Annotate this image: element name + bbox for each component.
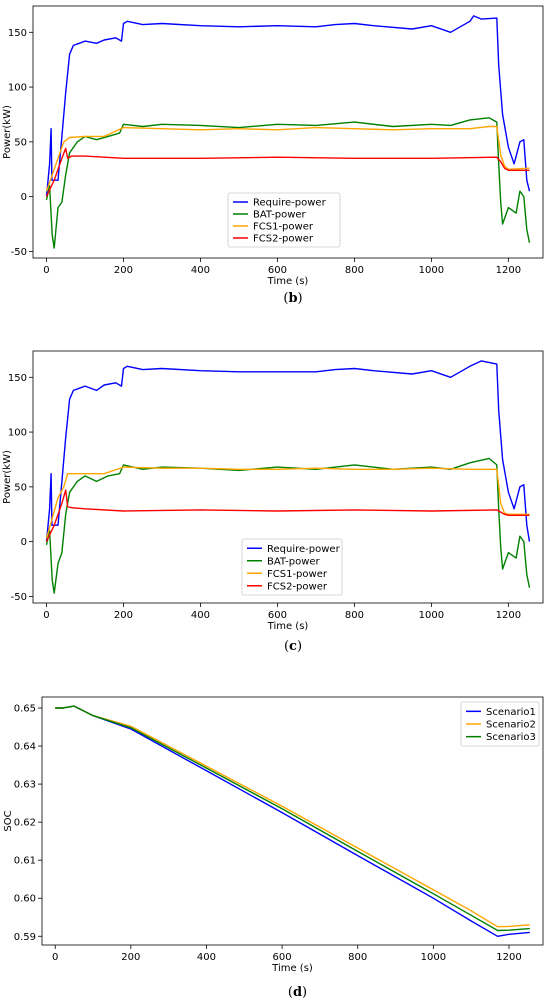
x-tick-label: 400	[191, 265, 210, 276]
y-tick-label: 150	[8, 28, 27, 39]
x-axis-label: Time (s)	[271, 963, 313, 974]
series-line-fcs1-power	[45, 466, 530, 539]
x-tick-label: 800	[345, 610, 364, 621]
y-tick-label: 0.60	[14, 894, 36, 905]
x-tick-label: 0	[52, 952, 58, 963]
legend-entry: Scenario1	[486, 707, 536, 718]
x-tick-label: 600	[268, 265, 287, 276]
series-line-fcs2-power	[45, 489, 530, 542]
series-group	[55, 705, 530, 937]
legend-entry: BAT-power	[267, 556, 321, 567]
legend-entry: Require-power	[253, 198, 327, 209]
x-tick-label: 400	[191, 610, 210, 621]
x-tick-label: 600	[273, 952, 292, 963]
figure-caption: (c)	[284, 639, 302, 654]
legend-entry: BAT-power	[253, 210, 307, 221]
y-tick-label: 0.63	[14, 780, 36, 791]
series-line-scenario3	[55, 705, 530, 932]
legend-entry: FCS1-power	[253, 222, 314, 233]
y-axis-label: Power(kW)	[2, 450, 13, 504]
x-tick-label: 200	[114, 610, 133, 621]
legend-entry: FCS2-power	[253, 234, 314, 245]
legend-entry: Scenario3	[486, 732, 536, 743]
y-tick-label: 50	[14, 482, 27, 493]
legend-entry: Scenario2	[486, 720, 536, 731]
y-tick-label: 50	[14, 137, 27, 148]
series-line-scenario1	[55, 705, 530, 937]
legend-entry: Require-power	[267, 544, 341, 555]
x-axis-label: Time (s)	[267, 621, 309, 632]
y-axis-label: SOC	[3, 810, 14, 831]
x-tick-label: 800	[345, 265, 364, 276]
x-axis-label: Time (s)	[267, 276, 309, 287]
x-tick-label: 600	[268, 610, 287, 621]
y-tick-label: 0.59	[14, 932, 36, 943]
y-tick-label: 0.62	[14, 818, 36, 829]
x-tick-label: 1200	[496, 952, 521, 963]
x-tick-label: 800	[348, 952, 367, 963]
y-tick-label: 100	[8, 428, 27, 439]
x-tick-label: 1000	[421, 952, 446, 963]
series-group	[45, 15, 531, 249]
y-tick-label: 0	[21, 192, 27, 203]
x-tick-label: 400	[197, 952, 216, 963]
legend-entry: FCS2-power	[267, 581, 328, 592]
legend-entry: FCS1-power	[267, 569, 328, 580]
chart-c: 0 200 400 600 800 1000 1200 -50 0 50 100 150 Time (s…	[2, 350, 544, 654]
x-tick-label: 0	[43, 610, 49, 621]
x-tick-label: 1200	[496, 265, 521, 276]
y-tick-label: -50	[11, 247, 27, 258]
x-tick-label: 1000	[419, 265, 444, 276]
legend-box	[227, 192, 341, 248]
legend-box	[241, 538, 343, 596]
series-line-fcs2-power	[45, 147, 530, 197]
figure-caption: (b)	[283, 291, 302, 306]
plot-frame	[32, 350, 544, 604]
y-tick-label: 0.64	[14, 742, 36, 753]
y-tick-label: 0.65	[14, 704, 36, 715]
chart-d: 0 200 400 600 800 1000 1200 0.59 0.60 0.61 0.62 0.6…	[3, 696, 544, 1000]
series-line-fcs1-power	[45, 125, 530, 192]
figure-caption: (d)	[288, 985, 307, 1000]
series-line-require-power	[45, 360, 531, 542]
x-tick-label: 200	[121, 952, 140, 963]
y-tick-label: 0	[21, 537, 27, 548]
y-tick-label: -50	[11, 592, 27, 603]
plot-frame	[41, 696, 544, 946]
x-tick-label: 200	[114, 265, 133, 276]
legend-box	[460, 701, 540, 747]
series-group	[45, 360, 531, 594]
y-tick-label: 0.61	[14, 856, 36, 867]
y-tick-label: 100	[8, 83, 27, 94]
y-tick-label: 150	[8, 373, 27, 384]
y-axis-label: Power(kW)	[2, 105, 13, 159]
series-line-scenario2	[55, 705, 530, 928]
series-line-bat-power	[45, 117, 531, 249]
x-tick-label: 1200	[496, 610, 521, 621]
x-tick-label: 1000	[419, 610, 444, 621]
x-tick-label: 0	[43, 265, 49, 276]
chart-b: 0 200 400 600 800 1000 1200 -50 0 50 100 150 Time (s…	[2, 5, 544, 306]
series-line-require-power	[45, 15, 531, 197]
plot-frame	[32, 5, 544, 259]
